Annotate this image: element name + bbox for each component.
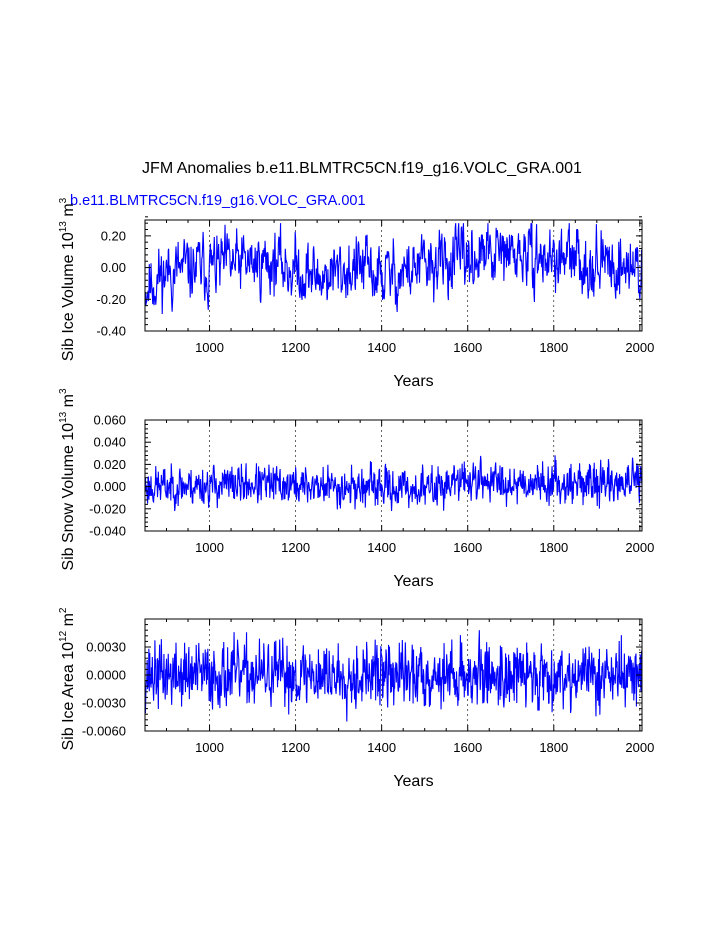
figure-subtitle: b.e11.BLMTRC5CN.f19_g16.VOLC_GRA.001 xyxy=(70,193,366,209)
chart-panels: 1000 1200 1400 1600 1800 2000 Years -0.40 -0.20 0… xyxy=(58,197,654,790)
series-line-sib-ice-volume xyxy=(145,223,642,315)
x-tick-label-1200: 1200 xyxy=(281,340,310,355)
x-tick-label-2000: 2000 xyxy=(625,340,654,355)
x-tick-label-1400: 1400 xyxy=(367,340,396,355)
y-tick-label: 0.040 xyxy=(93,435,126,450)
series-line-sib-snow-volume xyxy=(145,455,642,512)
x-tick-label-1400: 1400 xyxy=(367,540,396,555)
series-line-sib-ice-area xyxy=(145,630,642,722)
y-axis-label: Sib Ice Area 1012 m2 xyxy=(58,607,77,750)
chart-panel-sib-ice-volume: 1000 1200 1400 1600 1800 2000 Years -0.40 -0.20 0… xyxy=(58,197,654,390)
y-axis-label: Sib Ice Volume 1013 m3 xyxy=(58,197,77,361)
x-tick-label-1800: 1800 xyxy=(539,340,568,355)
y-tick-label: 0.000 xyxy=(93,479,126,494)
y-axis-label-unit-exponent: 2 xyxy=(58,607,69,613)
x-tick-label-1200: 1200 xyxy=(281,540,310,555)
plot-frame xyxy=(144,219,643,332)
x-tick-label-1800: 1800 xyxy=(539,740,568,755)
x-axis-label: Years xyxy=(393,373,433,390)
x-tick-label-1600: 1600 xyxy=(453,740,482,755)
x-axis-label: Years xyxy=(393,573,433,590)
x-tick-label-1800: 1800 xyxy=(539,540,568,555)
y-tick-label: 0.0030 xyxy=(86,640,126,655)
x-tick-label-2000: 2000 xyxy=(625,740,654,755)
y-axis-label-unit-exponent: 3 xyxy=(58,197,69,203)
y-axis-label-exponent: 12 xyxy=(58,630,69,642)
y-tick-label: -0.20 xyxy=(96,292,126,307)
chart-panel-sib-snow-volume: 1000 1200 1400 1600 1800 2000 Years -0.040 -0.02… xyxy=(58,388,654,590)
x-tick-label-1200: 1200 xyxy=(281,740,310,755)
x-tick-label-1000: 1000 xyxy=(195,340,224,355)
y-axis-label-unit-exponent: 3 xyxy=(58,388,69,394)
y-tick-label: 0.060 xyxy=(93,413,126,428)
y-axis-label-unit: m xyxy=(60,394,77,412)
y-axis-label: Sib Snow Volume 1013 m3 xyxy=(58,388,77,571)
x-tick-label-1000: 1000 xyxy=(195,540,224,555)
x-tick-label-1600: 1600 xyxy=(453,340,482,355)
y-tick-label: -0.40 xyxy=(96,324,126,339)
x-tick-label-2000: 2000 xyxy=(625,540,654,555)
plot-frame xyxy=(144,419,643,532)
y-axis-label-unit: m xyxy=(60,613,77,631)
figure-title: JFM Anomalies b.e11.BLMTRC5CN.f19_g16.VO… xyxy=(142,160,582,177)
y-tick-label: -0.020 xyxy=(89,501,126,516)
x-axis-label: Years xyxy=(393,773,433,790)
y-axis-label-main: Sib Ice Area 10 xyxy=(60,642,77,751)
x-tick-label-1600: 1600 xyxy=(453,540,482,555)
y-tick-label: 0.20 xyxy=(101,228,126,243)
y-tick-label: 0.020 xyxy=(93,457,126,472)
y-axis-label-exponent: 13 xyxy=(58,221,69,233)
y-axis-label-main: Sib Snow Volume 10 xyxy=(60,423,77,571)
y-axis-label-exponent: 13 xyxy=(58,411,69,423)
y-tick-label: -0.0060 xyxy=(82,724,126,739)
y-axis-label-unit: m xyxy=(60,203,77,221)
y-tick-label: -0.0030 xyxy=(82,696,126,711)
y-axis-label-main: Sib Ice Volume 10 xyxy=(60,232,77,361)
x-tick-label-1000: 1000 xyxy=(195,740,224,755)
y-tick-label: -0.040 xyxy=(89,524,126,539)
x-tick-label-1400: 1400 xyxy=(367,740,396,755)
chart-panel-sib-ice-area: 1000 1200 1400 1600 1800 2000 Years -0.0060 -0.0… xyxy=(58,607,654,790)
y-tick-label: 0.00 xyxy=(101,260,126,275)
y-tick-label: 0.0000 xyxy=(86,668,126,683)
